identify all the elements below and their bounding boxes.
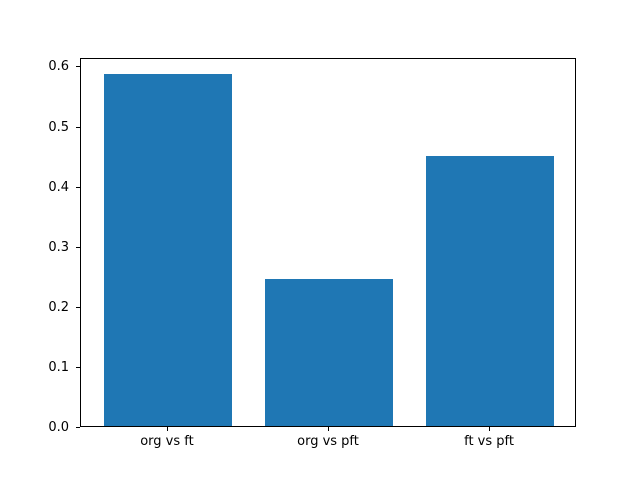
y-tick-label: 0.1	[48, 359, 69, 375]
x-tick-label: org vs pft	[297, 434, 359, 449]
y-tick-mark	[76, 66, 80, 68]
y-tick-label: 0.2	[48, 299, 69, 315]
x-tick-mark	[328, 427, 329, 431]
y-tick-label: 0.6	[48, 59, 69, 75]
y-tick-mark	[76, 126, 80, 128]
plot-area	[80, 58, 576, 427]
bar-org-vs-pft	[264, 279, 394, 426]
x-tick-label: ft vs pft	[464, 434, 514, 449]
x-tick-mark	[489, 427, 491, 431]
y-tick-mark	[76, 366, 80, 368]
bar-ft-vs-pft	[425, 155, 555, 426]
y-tick-mark	[76, 246, 80, 248]
bar-org-vs-ft	[103, 74, 233, 426]
y-tick-label: 0.3	[48, 239, 69, 255]
y-tick-mark	[76, 427, 80, 428]
y-tick-label: 0.0	[48, 420, 69, 435]
x-tick-label: org vs ft	[140, 434, 194, 449]
y-tick-label: 0.4	[48, 179, 69, 195]
x-tick-mark	[166, 427, 168, 431]
y-tick-mark	[76, 306, 80, 308]
y-tick-label: 0.5	[48, 119, 69, 135]
y-tick-mark	[76, 186, 80, 188]
